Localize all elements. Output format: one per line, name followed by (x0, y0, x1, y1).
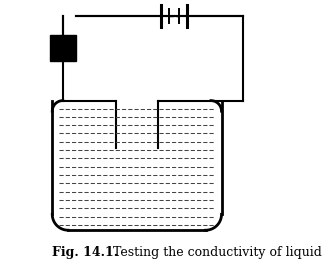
Text: Testing the conductivity of liquid: Testing the conductivity of liquid (109, 246, 322, 259)
Polygon shape (50, 35, 76, 61)
Text: Fig. 14.1.: Fig. 14.1. (52, 246, 118, 259)
